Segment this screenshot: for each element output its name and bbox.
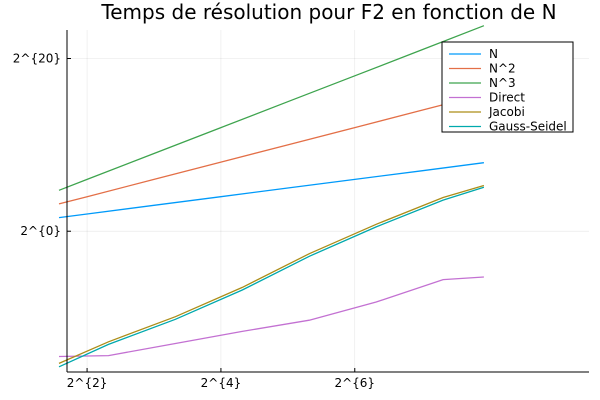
- legend-label: Jacobi: [488, 105, 525, 119]
- series-line-1: [58, 162, 484, 219]
- legend-label: N: [489, 47, 498, 61]
- legend-label: N^3: [489, 76, 516, 90]
- series-line-4: [58, 276, 484, 358]
- x-ticks: 2^{2} 2^{4} 2^{6}: [67, 368, 375, 390]
- legend-label: N^2: [489, 62, 516, 76]
- series-line-2: [58, 93, 485, 205]
- x-tick-label: 2^{6}: [334, 376, 375, 390]
- x-tick-label: 2^{4}: [201, 376, 242, 390]
- y-tick-label: 2^{0}: [20, 224, 61, 238]
- series-line-3: [58, 25, 485, 191]
- legend-label: Gauss-Seidel: [489, 120, 567, 134]
- y-tick-label: 2^{20}: [13, 52, 61, 66]
- series-line-5: [58, 184, 485, 364]
- y-ticks: 2^{0} 2^{20}: [13, 52, 71, 238]
- legend-box: [441, 41, 574, 133]
- legend-label: Direct: [489, 91, 525, 105]
- series-line-6: [58, 186, 485, 368]
- grid: [67, 30, 589, 372]
- x-tick-label: 2^{2}: [67, 376, 108, 390]
- plot-area: [58, 25, 485, 368]
- chart-title: Temps de résolution pour F2 en fonction …: [100, 0, 556, 24]
